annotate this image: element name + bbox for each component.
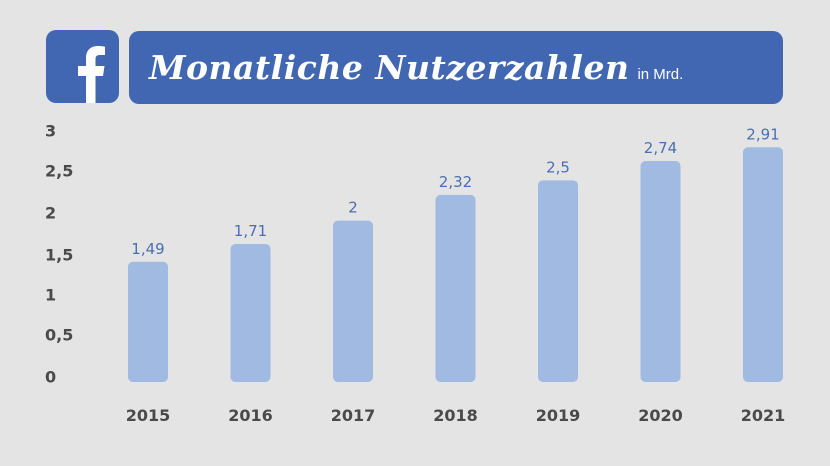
bar-2019 bbox=[538, 180, 578, 382]
x-tick-label: 2020 bbox=[638, 406, 683, 425]
data-label: 2,74 bbox=[644, 139, 677, 157]
facebook-logo bbox=[46, 30, 119, 103]
bar-2017 bbox=[333, 220, 373, 382]
y-tick-label: 0,5 bbox=[45, 326, 73, 345]
x-tick-label: 2017 bbox=[331, 406, 376, 425]
data-label: 2,32 bbox=[439, 173, 472, 191]
x-tick-label: 2016 bbox=[228, 406, 273, 425]
x-tick-label: 2015 bbox=[126, 406, 171, 425]
x-tick-label: 2019 bbox=[536, 406, 581, 425]
chart-unit: in Mrd. bbox=[637, 66, 684, 83]
data-label: 2,5 bbox=[546, 158, 570, 176]
data-label: 1,49 bbox=[131, 240, 164, 258]
y-tick-label: 0 bbox=[45, 368, 56, 387]
data-label: 1,71 bbox=[234, 222, 267, 240]
bar-2018 bbox=[435, 194, 476, 382]
x-tick-label: 2021 bbox=[741, 406, 786, 425]
data-label: 2,91 bbox=[746, 125, 779, 143]
bar-2021 bbox=[743, 147, 783, 382]
chart-title: Monatliche Nutzerzahlen bbox=[149, 48, 630, 87]
data-label: 2 bbox=[348, 199, 358, 217]
y-tick-label: 3 bbox=[45, 122, 56, 141]
bar-2015 bbox=[128, 261, 168, 382]
bar-2020 bbox=[640, 160, 681, 382]
y-tick-label: 1,5 bbox=[45, 246, 73, 265]
title-banner: Monatliche Nutzerzahlen in Mrd. bbox=[129, 31, 783, 104]
x-tick-label: 2018 bbox=[433, 406, 478, 425]
y-tick-label: 2,5 bbox=[45, 162, 73, 181]
y-tick-label: 2 bbox=[45, 204, 56, 223]
facebook-f-icon bbox=[78, 46, 105, 103]
bar-2016 bbox=[230, 244, 271, 382]
y-tick-label: 1 bbox=[45, 286, 56, 305]
